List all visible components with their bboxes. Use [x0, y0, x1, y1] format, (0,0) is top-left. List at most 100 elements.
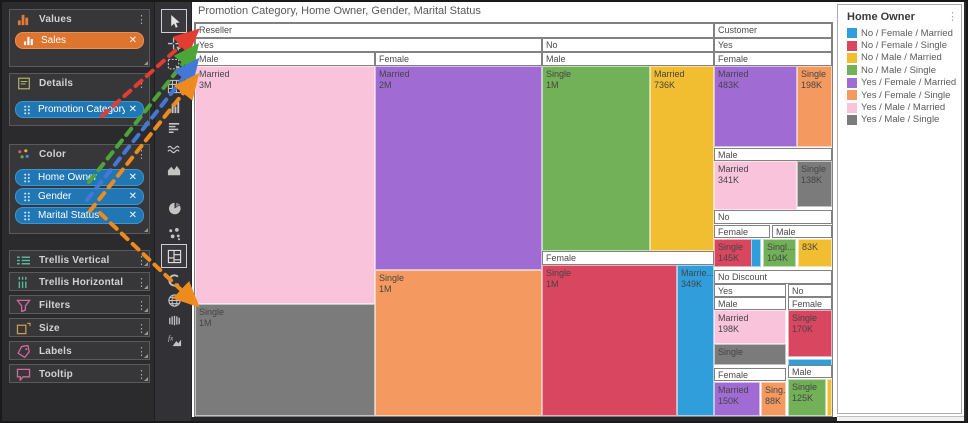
legend-item-yes-male-married[interactable]: Yes / Male / Married: [838, 101, 961, 113]
panel-resize-corner[interactable]: [144, 308, 148, 312]
mosaic-chart-icon[interactable]: [161, 244, 187, 268]
mosaic-header-no[interactable]: No: [788, 284, 832, 297]
field-pill-sales[interactable]: Sales ✕: [15, 32, 144, 49]
legend-item-yes-female-single[interactable]: Yes / Female / Single: [838, 89, 961, 101]
mosaic-cell[interactable]: Married 198K: [714, 310, 786, 344]
mosaic-header-yes[interactable]: Yes: [714, 38, 832, 52]
mosaic-cell[interactable]: Married 483K: [714, 66, 797, 147]
panel-header-trellis-horizontal[interactable]: Trellis Horizontal ⋮: [10, 273, 149, 291]
mosaic-header-female[interactable]: Female: [714, 52, 832, 66]
select-tool-icon[interactable]: [161, 9, 187, 33]
mosaic-header-male[interactable]: Male: [542, 52, 714, 66]
mosaic-header-male[interactable]: Male: [772, 225, 832, 238]
mosaic-header-male[interactable]: Male: [195, 52, 375, 66]
panel-resize-corner[interactable]: [144, 354, 148, 358]
panel-resize-corner[interactable]: [144, 120, 148, 124]
panel-menu-icon[interactable]: ⋮: [136, 148, 147, 161]
mosaic-cell[interactable]: Single 1M: [375, 270, 542, 416]
legend-item-yes-male-single[interactable]: Yes / Male / Single: [838, 114, 961, 126]
area-chart-icon[interactable]: [161, 158, 187, 182]
mosaic-cell[interactable]: Single 198K: [797, 66, 832, 147]
mosaic-cell[interactable]: Sing...88K: [761, 382, 786, 416]
panel-menu-icon[interactable]: ⋮: [136, 345, 147, 358]
bottom-light-strip: [837, 416, 964, 421]
panel-header-values[interactable]: Values ⋮: [10, 10, 149, 28]
mosaic-cell[interactable]: Single: [714, 344, 786, 365]
remove-field-icon[interactable]: ✕: [128, 210, 137, 221]
panel-menu-icon[interactable]: ⋮: [136, 368, 147, 381]
panel-resize-corner[interactable]: [144, 228, 148, 232]
mosaic-cell[interactable]: Married 150K: [714, 382, 760, 416]
mosaic-header-no-discount[interactable]: No Discount: [714, 270, 832, 284]
mosaic-header-male[interactable]: Male: [714, 297, 786, 310]
pie-chart-icon[interactable]: [161, 196, 187, 220]
mosaic-header-no[interactable]: No: [714, 210, 832, 224]
mosaic-header-female[interactable]: Female: [375, 52, 542, 66]
panel-header-color[interactable]: Color ⋮: [10, 145, 149, 163]
panel-header-labels[interactable]: Labels ⋮: [10, 342, 149, 360]
scatter-chart-icon[interactable]: [161, 222, 187, 246]
mosaic-cell[interactable]: Married 736K: [650, 66, 714, 251]
panel-label: Filters: [39, 300, 71, 311]
legend-item-no-female-married[interactable]: No / Female / Married: [838, 27, 961, 39]
mosaic-cell[interactable]: Marrie... 349K: [677, 265, 714, 416]
mosaic-header-female[interactable]: Female: [542, 251, 714, 265]
fx-chart-icon[interactable]: fx: [161, 328, 187, 352]
mosaic-header-female[interactable]: Female: [714, 225, 770, 238]
mosaic-header-female[interactable]: Female: [714, 368, 786, 381]
legend-menu-icon[interactable]: ⋮: [947, 11, 958, 23]
mosaic-cell[interactable]: Single 138K: [797, 161, 832, 207]
mosaic-cell[interactable]: [827, 379, 832, 416]
panel-menu-icon[interactable]: ⋮: [136, 13, 147, 26]
panel-header-tooltip[interactable]: Tooltip ⋮: [10, 365, 149, 383]
panel-menu-icon[interactable]: ⋮: [136, 322, 147, 335]
field-pill-gender[interactable]: Gender ✕: [15, 188, 144, 205]
remove-field-icon[interactable]: ✕: [128, 172, 137, 183]
mosaic-cell[interactable]: Single 145K: [714, 239, 757, 267]
panel-header-size[interactable]: Size ⋮: [10, 319, 149, 337]
panel-resize-corner[interactable]: [144, 331, 148, 335]
mosaic-cell[interactable]: Married 341K: [714, 161, 797, 210]
mosaic-header-no[interactable]: No: [542, 38, 714, 52]
field-pill-promotion-category[interactable]: Promotion Category ✕: [15, 101, 144, 118]
mosaic-header-reseller[interactable]: Reseller: [195, 23, 714, 38]
mosaic-cell[interactable]: Single 125K: [788, 379, 826, 416]
mosaic-header-yes[interactable]: Yes: [714, 284, 786, 297]
mosaic-header-yes[interactable]: Yes: [195, 38, 542, 52]
panel-header-details[interactable]: Details ⋮: [10, 74, 149, 92]
panel-header-trellis-vertical[interactable]: Trellis Vertical ⋮: [10, 251, 149, 269]
field-pill-marital-status[interactable]: Marital Status ✕: [15, 207, 144, 224]
panel-resize-corner[interactable]: [144, 285, 148, 289]
mosaic-cell[interactable]: Single 1M: [195, 304, 375, 416]
panel-header-filters[interactable]: Filters ⋮: [10, 296, 149, 314]
trellis-vertical-icon: [16, 254, 31, 267]
mosaic-cell[interactable]: Single 170K: [788, 310, 832, 357]
mosaic-cell[interactable]: [751, 239, 761, 267]
mosaic-cell[interactable]: Single 1M: [542, 66, 650, 251]
remove-field-icon[interactable]: ✕: [128, 104, 137, 115]
legend-item-yes-female-married[interactable]: Yes / Female / Married: [838, 77, 961, 89]
mosaic-header-female[interactable]: Female: [788, 297, 832, 310]
mosaic-cell[interactable]: Singl... 104K: [763, 239, 796, 267]
panel-resize-corner[interactable]: [144, 61, 148, 65]
mosaic-header-customer[interactable]: Customer: [714, 23, 832, 38]
coil-chart-icon[interactable]: [161, 308, 187, 332]
panel-size: Size ⋮: [9, 318, 150, 337]
panel-menu-icon[interactable]: ⋮: [136, 77, 147, 90]
mosaic-cell[interactable]: Single 1M: [542, 265, 677, 416]
legend-swatch: [847, 52, 857, 63]
mosaic-header-male[interactable]: Male: [788, 365, 832, 378]
legend-item-no-male-single[interactable]: No / Male / Single: [838, 64, 961, 76]
remove-field-icon[interactable]: ✕: [128, 35, 137, 46]
legend-item-no-female-single[interactable]: No / Female / Single: [838, 39, 961, 51]
legend-item-no-male-married[interactable]: No / Male / Married: [838, 52, 961, 64]
mosaic-cell[interactable]: 83K: [798, 239, 832, 267]
mosaic-cell[interactable]: Married 2M: [375, 66, 542, 270]
field-pill-home-owner[interactable]: Home Owner ✕: [15, 169, 144, 186]
panel-resize-corner[interactable]: [144, 377, 148, 381]
remove-field-icon[interactable]: ✕: [128, 191, 137, 202]
legend-swatch: [847, 114, 857, 125]
mosaic-cell[interactable]: Married 3M: [195, 66, 375, 304]
mosaic-header-male[interactable]: Male: [714, 148, 832, 161]
panel-resize-corner[interactable]: [144, 262, 148, 266]
